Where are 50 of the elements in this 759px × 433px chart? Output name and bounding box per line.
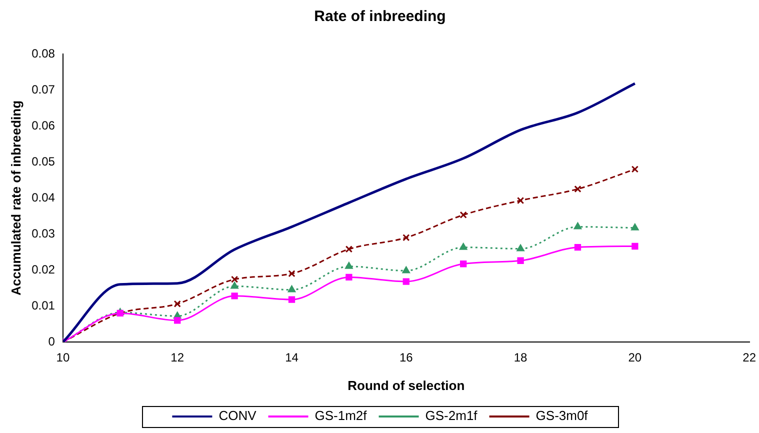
legend-label: GS-3m0f xyxy=(536,408,588,424)
point xyxy=(460,211,467,218)
point xyxy=(402,234,410,242)
point xyxy=(174,300,181,308)
point xyxy=(230,276,238,283)
point xyxy=(288,296,296,303)
point xyxy=(288,285,296,292)
point xyxy=(516,244,524,252)
x-tick-label: 16 xyxy=(399,350,414,365)
y-tick-label: 0.01 xyxy=(32,298,56,312)
point xyxy=(344,262,353,269)
y-tick-label: 0.06 xyxy=(32,118,56,132)
point xyxy=(630,223,639,230)
point xyxy=(288,270,296,278)
x-axis-title: Round of selection xyxy=(348,378,465,393)
legend-label: GS-2m1f xyxy=(425,408,478,424)
x-tick-label: 20 xyxy=(628,350,642,365)
x-tick-label: 10 xyxy=(56,350,70,365)
chart-title: Rate of inbreeding xyxy=(314,8,446,26)
point xyxy=(632,242,638,250)
y-axis-title: Accumulated rate of inbreeding xyxy=(8,100,24,296)
point xyxy=(459,242,468,250)
point xyxy=(460,260,467,268)
x-tick-label: 18 xyxy=(514,350,528,365)
point xyxy=(516,196,524,204)
y-tick-label: 0.02 xyxy=(32,262,56,276)
point xyxy=(231,292,238,300)
x-tick-label: 22 xyxy=(742,350,756,365)
y-tick-label: 0.08 xyxy=(32,46,56,60)
point xyxy=(574,185,582,193)
point xyxy=(346,274,352,281)
point xyxy=(402,278,410,285)
point xyxy=(230,282,239,289)
y-tick-label: 0.07 xyxy=(32,82,56,96)
y-tick-label: 0 xyxy=(48,334,56,348)
point xyxy=(574,222,582,230)
point xyxy=(631,166,639,173)
point xyxy=(345,246,353,253)
point xyxy=(174,317,181,324)
legend-label: GS-1m2f xyxy=(314,408,368,424)
x-tick-label: 12 xyxy=(170,350,184,365)
legend-label: CONV xyxy=(218,408,257,424)
line-series xyxy=(62,82,636,342)
x-tick-label: 14 xyxy=(285,350,299,365)
y-tick-label: 0.03 xyxy=(32,226,56,240)
y-tick-label: 0.05 xyxy=(32,154,56,168)
point xyxy=(402,266,410,274)
point xyxy=(517,257,524,264)
y-tick-label: 0.04 xyxy=(32,190,56,204)
point xyxy=(574,244,582,251)
